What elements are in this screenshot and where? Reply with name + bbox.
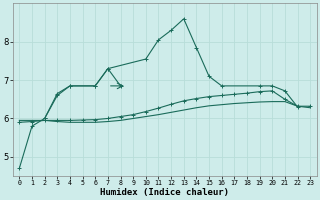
- X-axis label: Humidex (Indice chaleur): Humidex (Indice chaleur): [100, 188, 229, 197]
